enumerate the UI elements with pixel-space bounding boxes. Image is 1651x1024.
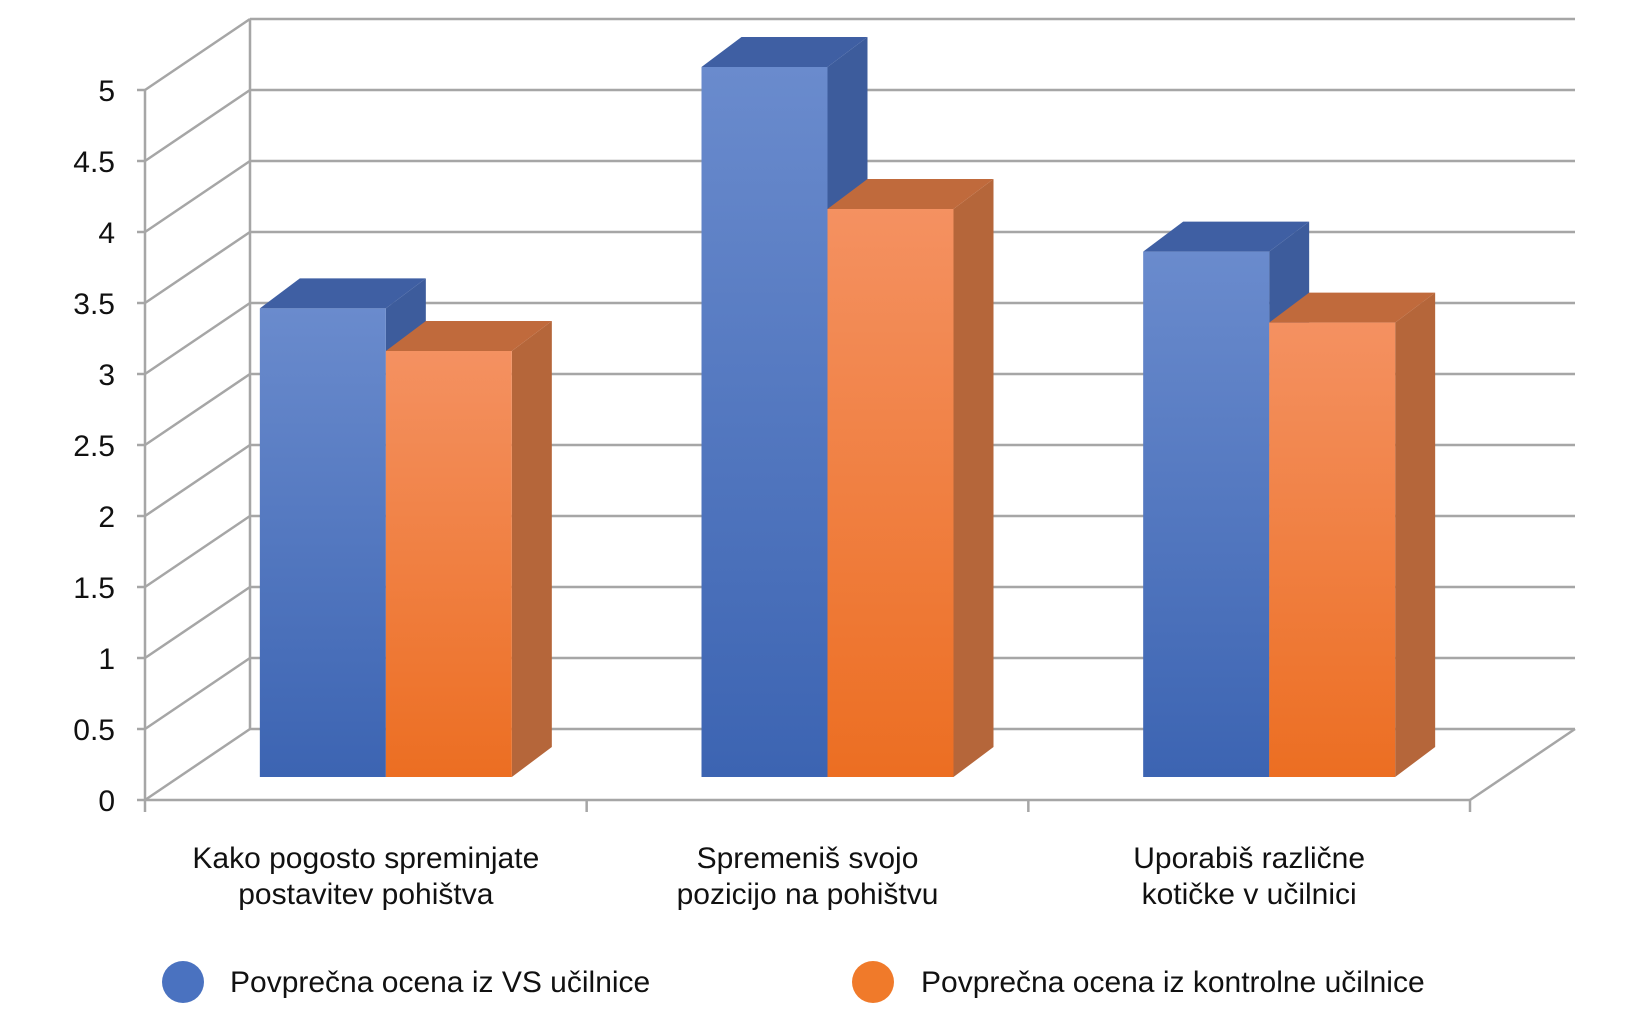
y-tick-label: 1	[98, 643, 115, 676]
y-tick-label: 1.5	[73, 572, 115, 605]
x-category-label: pozicijo na pohištvu	[677, 878, 939, 911]
y-tick-label: 0.5	[73, 714, 115, 747]
bar-top	[701, 37, 868, 67]
bar-side	[1395, 292, 1436, 777]
bar-top	[259, 278, 426, 309]
bar	[827, 209, 954, 777]
gridline-side	[144, 443, 251, 518]
y-tick-label: 4	[98, 217, 115, 250]
legend-label: Povprečna ocena iz kontrolne učilnice	[921, 966, 1425, 999]
bar	[385, 351, 512, 777]
bar	[1143, 251, 1270, 778]
bar-top	[385, 321, 552, 351]
y-tick-label: 3	[98, 359, 115, 392]
y-tick-label: 2.5	[73, 430, 115, 463]
gridline-side	[144, 301, 251, 376]
gridline-side	[144, 585, 251, 660]
gridline-side	[144, 372, 251, 447]
y-tick-label: 0	[98, 785, 115, 818]
floor-right-edge	[1469, 727, 1576, 802]
gridline-side	[144, 727, 251, 802]
legend-marker	[162, 961, 204, 1003]
gridline-side	[144, 230, 251, 305]
bar-side	[953, 179, 994, 777]
legend-label: Povprečna ocena iz VS učilnice	[230, 966, 650, 999]
bar	[259, 308, 386, 777]
bar-side	[511, 321, 552, 777]
x-category-label: Kako pogosto spreminjate	[192, 842, 539, 875]
x-category-label: kotičke v učilnici	[1142, 878, 1357, 911]
y-tick-label: 5	[98, 75, 115, 108]
y-tick-label: 3.5	[73, 288, 115, 321]
bar	[1269, 322, 1396, 777]
x-category-label: Uporabiš različne	[1133, 842, 1365, 875]
gridline-side	[144, 88, 251, 163]
gridline-side	[144, 656, 251, 731]
y-tick-label: 2	[98, 501, 115, 534]
x-category-label: postavitev pohištva	[238, 878, 493, 911]
gridline-side	[144, 514, 251, 589]
bar	[701, 67, 828, 777]
legend-marker	[852, 961, 894, 1003]
y-tick-label: 4.5	[73, 146, 115, 179]
gridline-side	[144, 17, 251, 92]
gridline-side	[144, 159, 251, 234]
x-category-label: Spremeniš svojo	[697, 842, 919, 875]
bar-top	[1143, 221, 1310, 252]
bar-top	[827, 179, 994, 209]
bar-top	[1269, 292, 1436, 323]
